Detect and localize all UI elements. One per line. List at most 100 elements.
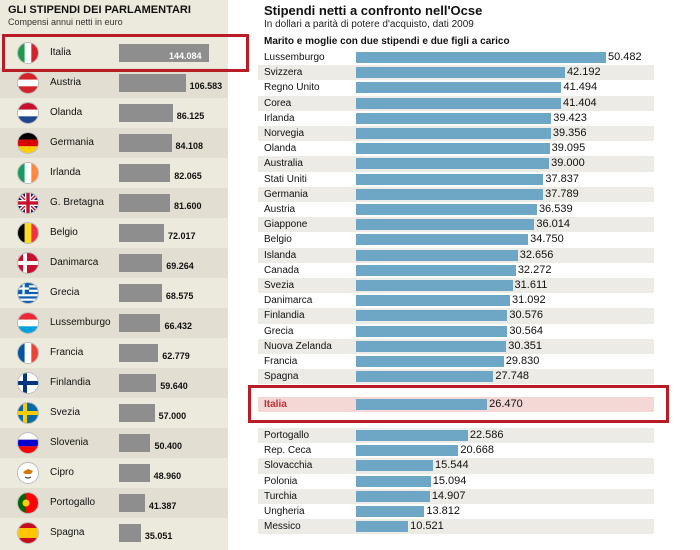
right-value-label: 50.482: [608, 51, 642, 63]
sweden-flag-icon: [17, 402, 39, 424]
left-bar: [119, 494, 145, 512]
left-bar: [119, 254, 163, 272]
right-row-germania: Germania 37.789: [258, 186, 654, 202]
right-chart-subtitle: In dollari a parità di potere d'acquisto…: [264, 19, 474, 30]
right-bar: [356, 52, 606, 63]
left-row-italia: Italia 144.084: [0, 38, 228, 68]
left-value-label: 48.960: [153, 471, 182, 481]
right-category-label: Norvegia: [264, 128, 305, 139]
right-bar: [356, 234, 529, 246]
left-bar: [119, 374, 157, 392]
right-row-irlanda: Irlanda 39.423: [258, 111, 654, 126]
left-row-g-bretagna: G. Bretagna 81.600: [0, 188, 228, 218]
right-value-label: 32.656: [519, 248, 554, 261]
parliamentary-salaries-panel: GLI STIPENDI DEI PARLAMENTARI Compensi a…: [0, 0, 228, 550]
right-bar: [356, 249, 518, 261]
right-bar: [356, 143, 550, 155]
right-value-label: 36.014: [536, 218, 570, 231]
left-category-label: Slovenia: [50, 437, 89, 448]
right-category-label: Polonia: [264, 475, 298, 487]
left-value-label: 50.400: [154, 441, 182, 451]
left-category-label: Lussemburgo: [50, 317, 111, 328]
italy-flag-icon: [17, 42, 39, 64]
right-value-label: 41.494: [563, 81, 598, 94]
right-category-label: Rep. Ceca: [264, 445, 312, 457]
right-value-label: 20.668: [460, 444, 494, 457]
left-bar: [119, 194, 170, 212]
left-row-olanda: Olanda 86.125: [0, 98, 228, 128]
right-category-label: Belgio: [264, 234, 292, 246]
right-row-norvegia: Norvegia 39.356: [258, 126, 654, 142]
italia-highlight-right: [248, 385, 669, 423]
right-row-australia: Australia 39.000: [258, 156, 654, 172]
left-value-label: 59.640: [160, 381, 188, 391]
left-category-label: Danimarca: [50, 257, 99, 268]
right-value-label: 29.830: [505, 355, 540, 367]
right-value-label: 27.748: [495, 370, 530, 383]
left-row-finlandia: Finlandia 59.640: [0, 368, 228, 398]
left-value-label: 82.065: [174, 171, 202, 181]
left-row-spagna: Spagna 35.051: [0, 518, 228, 548]
right-bar: [356, 521, 409, 533]
right-row-belgio: Belgio 34.750: [258, 232, 654, 247]
left-category-label: Belgio: [50, 227, 78, 238]
right-bar: [356, 188, 544, 200]
right-category-label: Olanda: [264, 143, 297, 155]
right-category-label: Australia: [264, 158, 303, 170]
left-row-lussemburgo: Lussemburgo 66.432: [0, 308, 228, 338]
right-bar: [356, 280, 513, 291]
right-category-label: Svizzera: [264, 67, 303, 79]
right-category-label: Germania: [264, 188, 308, 200]
left-value-label: 86.125: [176, 111, 205, 121]
right-value-label: 41.404: [563, 96, 597, 109]
germany-flag-icon: [17, 132, 39, 154]
left-bar: [119, 434, 151, 452]
cyprus-flag-icon: [17, 462, 39, 484]
right-bar: [356, 128, 551, 139]
oecd-salaries-panel: Stipendi netti a confronto nell'Ocse In …: [258, 0, 700, 550]
left-bar: [119, 524, 141, 542]
right-bar: [356, 310, 508, 322]
left-row-irlanda: Irlanda 82.065: [0, 158, 228, 188]
right-bar: [356, 295, 510, 307]
left-category-label: Portogallo: [50, 497, 96, 508]
left-row-belgio: Belgio 72.017: [0, 218, 228, 248]
left-value-label: 106.583: [189, 81, 223, 91]
left-category-label: Francia: [50, 347, 84, 358]
left-bar: [119, 344, 159, 362]
right-category-label: Corea: [264, 97, 292, 109]
right-bar: [356, 445, 459, 457]
right-category-label: Messico: [264, 521, 301, 533]
right-row-polonia: Polonia 15.094: [258, 474, 654, 489]
left-bar: [119, 74, 186, 92]
france-flag-icon: [17, 342, 39, 364]
right-bar: [356, 490, 430, 502]
left-value-label: 35.051: [144, 531, 173, 541]
right-category-label: Danimarca: [264, 295, 313, 307]
right-category-label: Lussemburgo: [264, 52, 325, 63]
right-value-label: 30.351: [508, 339, 542, 352]
left-value-label: 81.600: [173, 201, 202, 211]
left-value-label: 62.779: [162, 351, 190, 361]
right-bar: [356, 430, 468, 441]
right-category-label: Italia: [264, 399, 287, 410]
denmark-flag-icon: [17, 252, 39, 274]
left-category-label: Cipro: [50, 467, 74, 478]
right-row-francia: Francia 29.830: [258, 354, 654, 369]
luxembourg-flag-icon: [17, 312, 39, 334]
right-category-label: Nuova Zelanda: [264, 340, 332, 352]
left-value-label: 72.017: [167, 231, 196, 241]
right-bar: [356, 158, 550, 170]
left-bar: [119, 44, 209, 62]
right-row-lussemburgo: Lussemburgo 50.482: [258, 50, 654, 65]
italia-highlight-left: [2, 34, 249, 72]
right-value-label: 36.539: [538, 203, 573, 215]
left-category-label: Germania: [50, 137, 94, 148]
left-row-svezia: Svezia 57.000: [0, 398, 228, 428]
right-row-rep-ceca: Rep. Ceca 20.668: [258, 443, 654, 458]
left-category-label: G. Bretagna: [50, 197, 104, 208]
right-chart-title: Stipendi netti a confronto nell'Ocse: [264, 3, 483, 18]
austria-flag-icon: [17, 72, 39, 94]
right-row-corea: Corea 41.404: [258, 95, 654, 111]
right-category-label: Finlandia: [264, 310, 305, 322]
